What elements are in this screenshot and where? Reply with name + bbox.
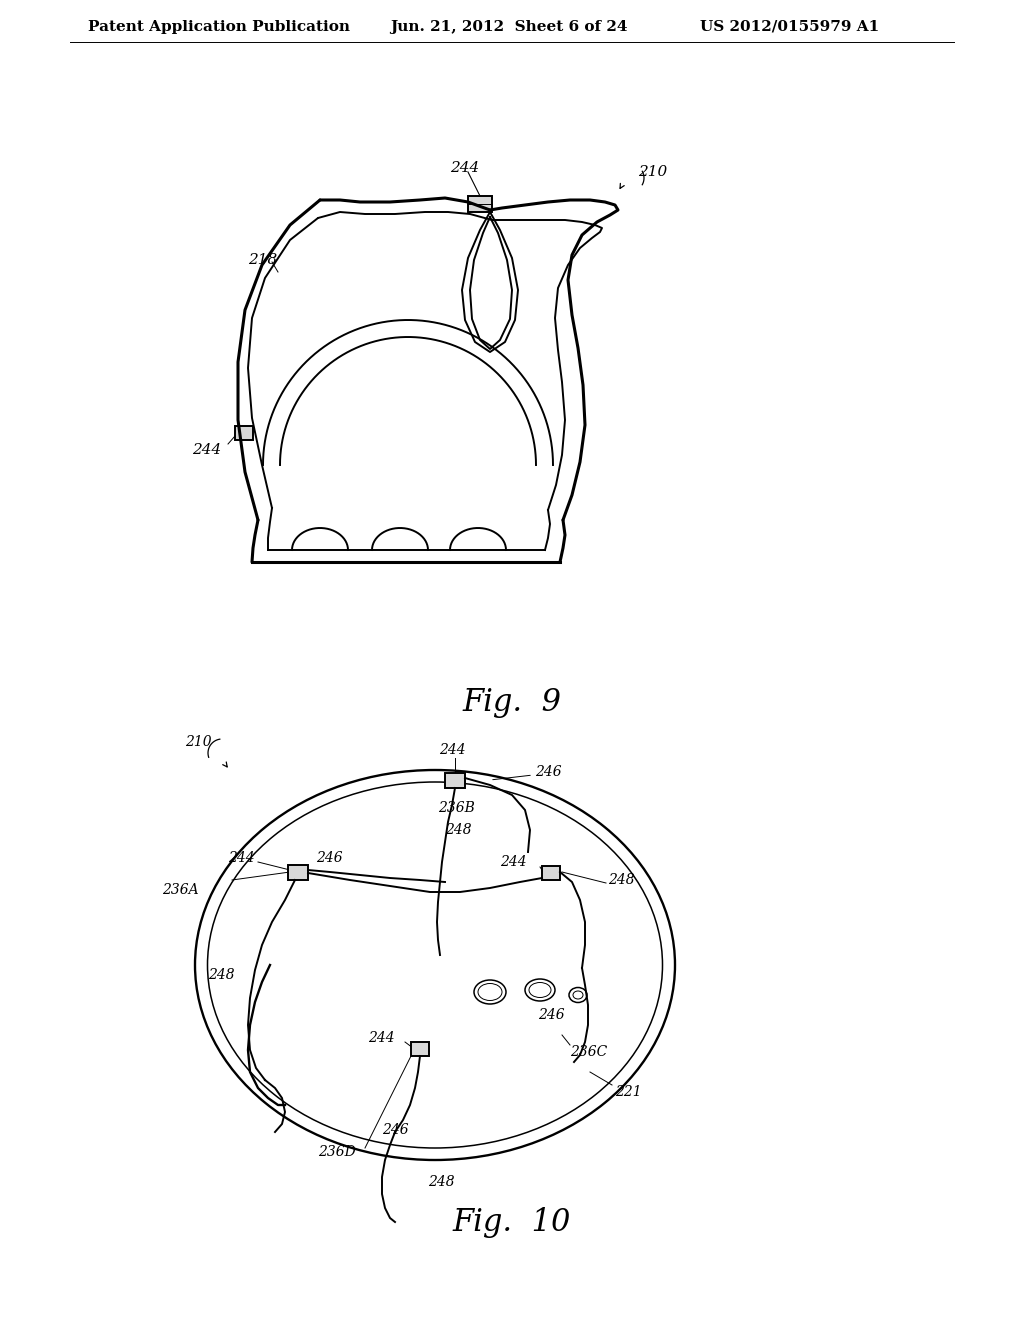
Text: Patent Application Publication: Patent Application Publication	[88, 20, 350, 34]
Text: Fig.  9: Fig. 9	[463, 686, 561, 718]
Text: 236C: 236C	[570, 1045, 607, 1059]
Text: 221: 221	[615, 1085, 642, 1100]
Text: US 2012/0155979 A1: US 2012/0155979 A1	[700, 20, 880, 34]
Text: 244: 244	[228, 851, 255, 865]
Text: 244: 244	[450, 161, 479, 176]
Text: Jun. 21, 2012  Sheet 6 of 24: Jun. 21, 2012 Sheet 6 of 24	[390, 20, 628, 34]
Text: 236B: 236B	[438, 801, 475, 814]
Text: 248: 248	[608, 873, 635, 887]
Text: 248: 248	[445, 822, 472, 837]
Bar	[288, 865, 308, 880]
Text: 244: 244	[500, 855, 526, 869]
Text: 246: 246	[382, 1123, 409, 1137]
Bar	[468, 195, 492, 213]
Text: 248: 248	[428, 1175, 455, 1189]
Text: 246: 246	[535, 766, 561, 779]
Text: 244: 244	[368, 1031, 394, 1045]
Text: 210: 210	[185, 735, 212, 748]
Text: 246: 246	[538, 1008, 564, 1022]
Text: 244: 244	[193, 444, 221, 457]
Text: 248: 248	[208, 968, 234, 982]
Text: 246: 246	[316, 851, 343, 865]
Bar	[542, 866, 560, 880]
Bar	[411, 1041, 429, 1056]
Text: Fig.  10: Fig. 10	[453, 1206, 571, 1238]
Text: 236A: 236A	[162, 883, 199, 898]
Text: 210: 210	[638, 165, 668, 180]
Text: 236D: 236D	[318, 1144, 355, 1159]
Bar	[445, 774, 465, 788]
Text: 244: 244	[438, 743, 465, 756]
Bar	[234, 426, 253, 440]
Text: 218: 218	[248, 253, 278, 267]
